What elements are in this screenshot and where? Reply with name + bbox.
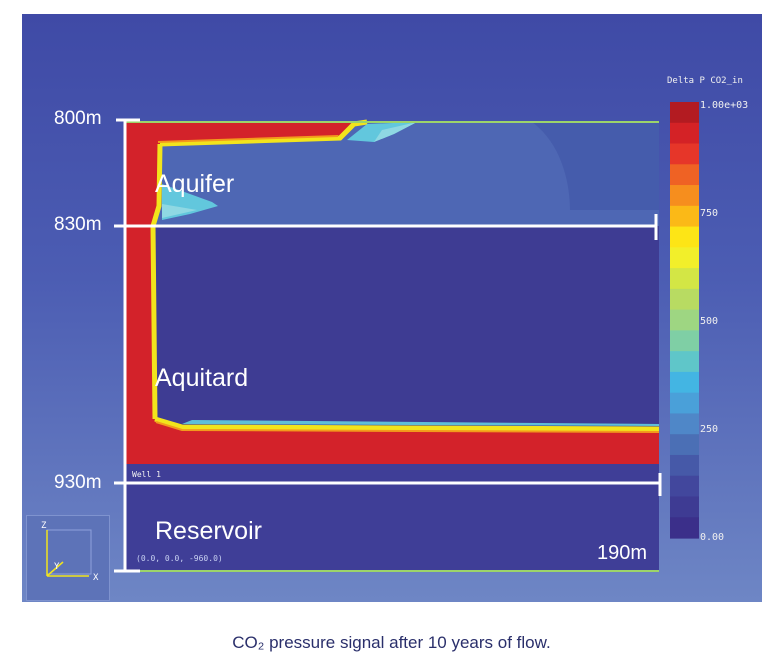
aquifer-label: Aquifer: [155, 170, 235, 198]
colorbar-swatch: [670, 413, 699, 435]
colorbar-tick-750: 750: [700, 208, 719, 219]
colorbar-tick-500: 500: [700, 316, 719, 327]
plume-orange-edge: [157, 135, 339, 143]
plume-orange-bottom: [155, 421, 660, 433]
colorbar-swatch: [670, 102, 699, 124]
plume-front-bottom: [154, 416, 660, 432]
colorbar: [670, 102, 699, 539]
colorbar-swatch: [670, 517, 699, 539]
colorbar-swatch: [670, 122, 699, 145]
colorbar-swatch: [670, 247, 699, 269]
orientation-axes: Z Y X: [26, 515, 110, 601]
axis-x-label: X: [93, 573, 99, 583]
colorbar-swatch: [670, 226, 699, 248]
axis-z-label: Z: [41, 521, 47, 531]
simulation-plot: [114, 102, 699, 573]
width-label: 190m: [597, 542, 648, 564]
colorbar-swatch: [670, 392, 699, 415]
depth-830-label: 830m: [54, 214, 102, 235]
colorbar-swatch: [670, 330, 699, 352]
plume-cyan-bottom: [182, 420, 659, 426]
plume-cyan-left-2: [162, 204, 197, 218]
colorbar-swatch: [670, 434, 699, 456]
origin-coords: (0.0, 0.0, -960.0): [136, 554, 223, 563]
aquitard-label: Aquitard: [155, 364, 249, 392]
aquifer-shade: [532, 122, 659, 210]
colorbar-tick-min: 0.00: [700, 532, 725, 543]
well-label: Well 1: [132, 470, 161, 479]
reservoir-label: Reservoir: [155, 517, 262, 545]
colorbar-swatch: [670, 143, 699, 165]
colorbar-swatch: [670, 496, 699, 518]
colorbar-swatch: [670, 351, 699, 373]
axis-y-label: Y: [54, 562, 60, 572]
figure-caption: CO₂ pressure signal after 10 years of fl…: [232, 633, 551, 652]
colorbar-tick-max: 1.00e+03: [700, 100, 749, 111]
colorbar-swatch: [670, 268, 699, 290]
colorbar-tick-250: 250: [700, 424, 719, 435]
plume-cyan-top-2: [374, 122, 417, 142]
simulation-figure: 800m 830m 930m Aquifer Aquitard Reservoi…: [22, 14, 762, 602]
colorbar-title: Delta P CO2_in: [667, 76, 743, 86]
axes-triad: Z Y X: [41, 521, 99, 583]
depth-800-label: 800m: [54, 108, 102, 129]
colorbar-swatch: [670, 309, 699, 331]
colorbar-swatch: [670, 185, 699, 207]
colorbar-swatch: [670, 164, 699, 186]
plume-front-left: [150, 143, 163, 420]
colorbar-swatch: [670, 288, 699, 311]
colorbar-swatch: [670, 475, 699, 498]
depth-930-label: 930m: [54, 472, 102, 493]
colorbar-swatch: [670, 371, 699, 394]
colorbar-swatch: [670, 454, 699, 477]
colorbar-swatch: [670, 205, 699, 228]
